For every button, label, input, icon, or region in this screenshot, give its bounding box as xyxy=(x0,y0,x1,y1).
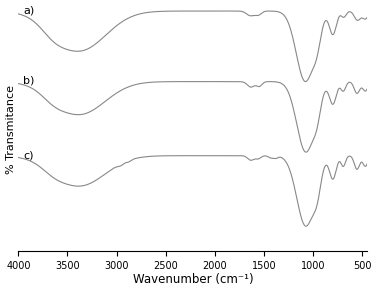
Text: a): a) xyxy=(23,5,34,15)
X-axis label: Wavenumber (cm⁻¹): Wavenumber (cm⁻¹) xyxy=(133,273,253,286)
Y-axis label: % Transmitance: % Transmitance xyxy=(6,85,15,174)
Text: b): b) xyxy=(23,76,35,86)
Text: c): c) xyxy=(23,150,34,160)
